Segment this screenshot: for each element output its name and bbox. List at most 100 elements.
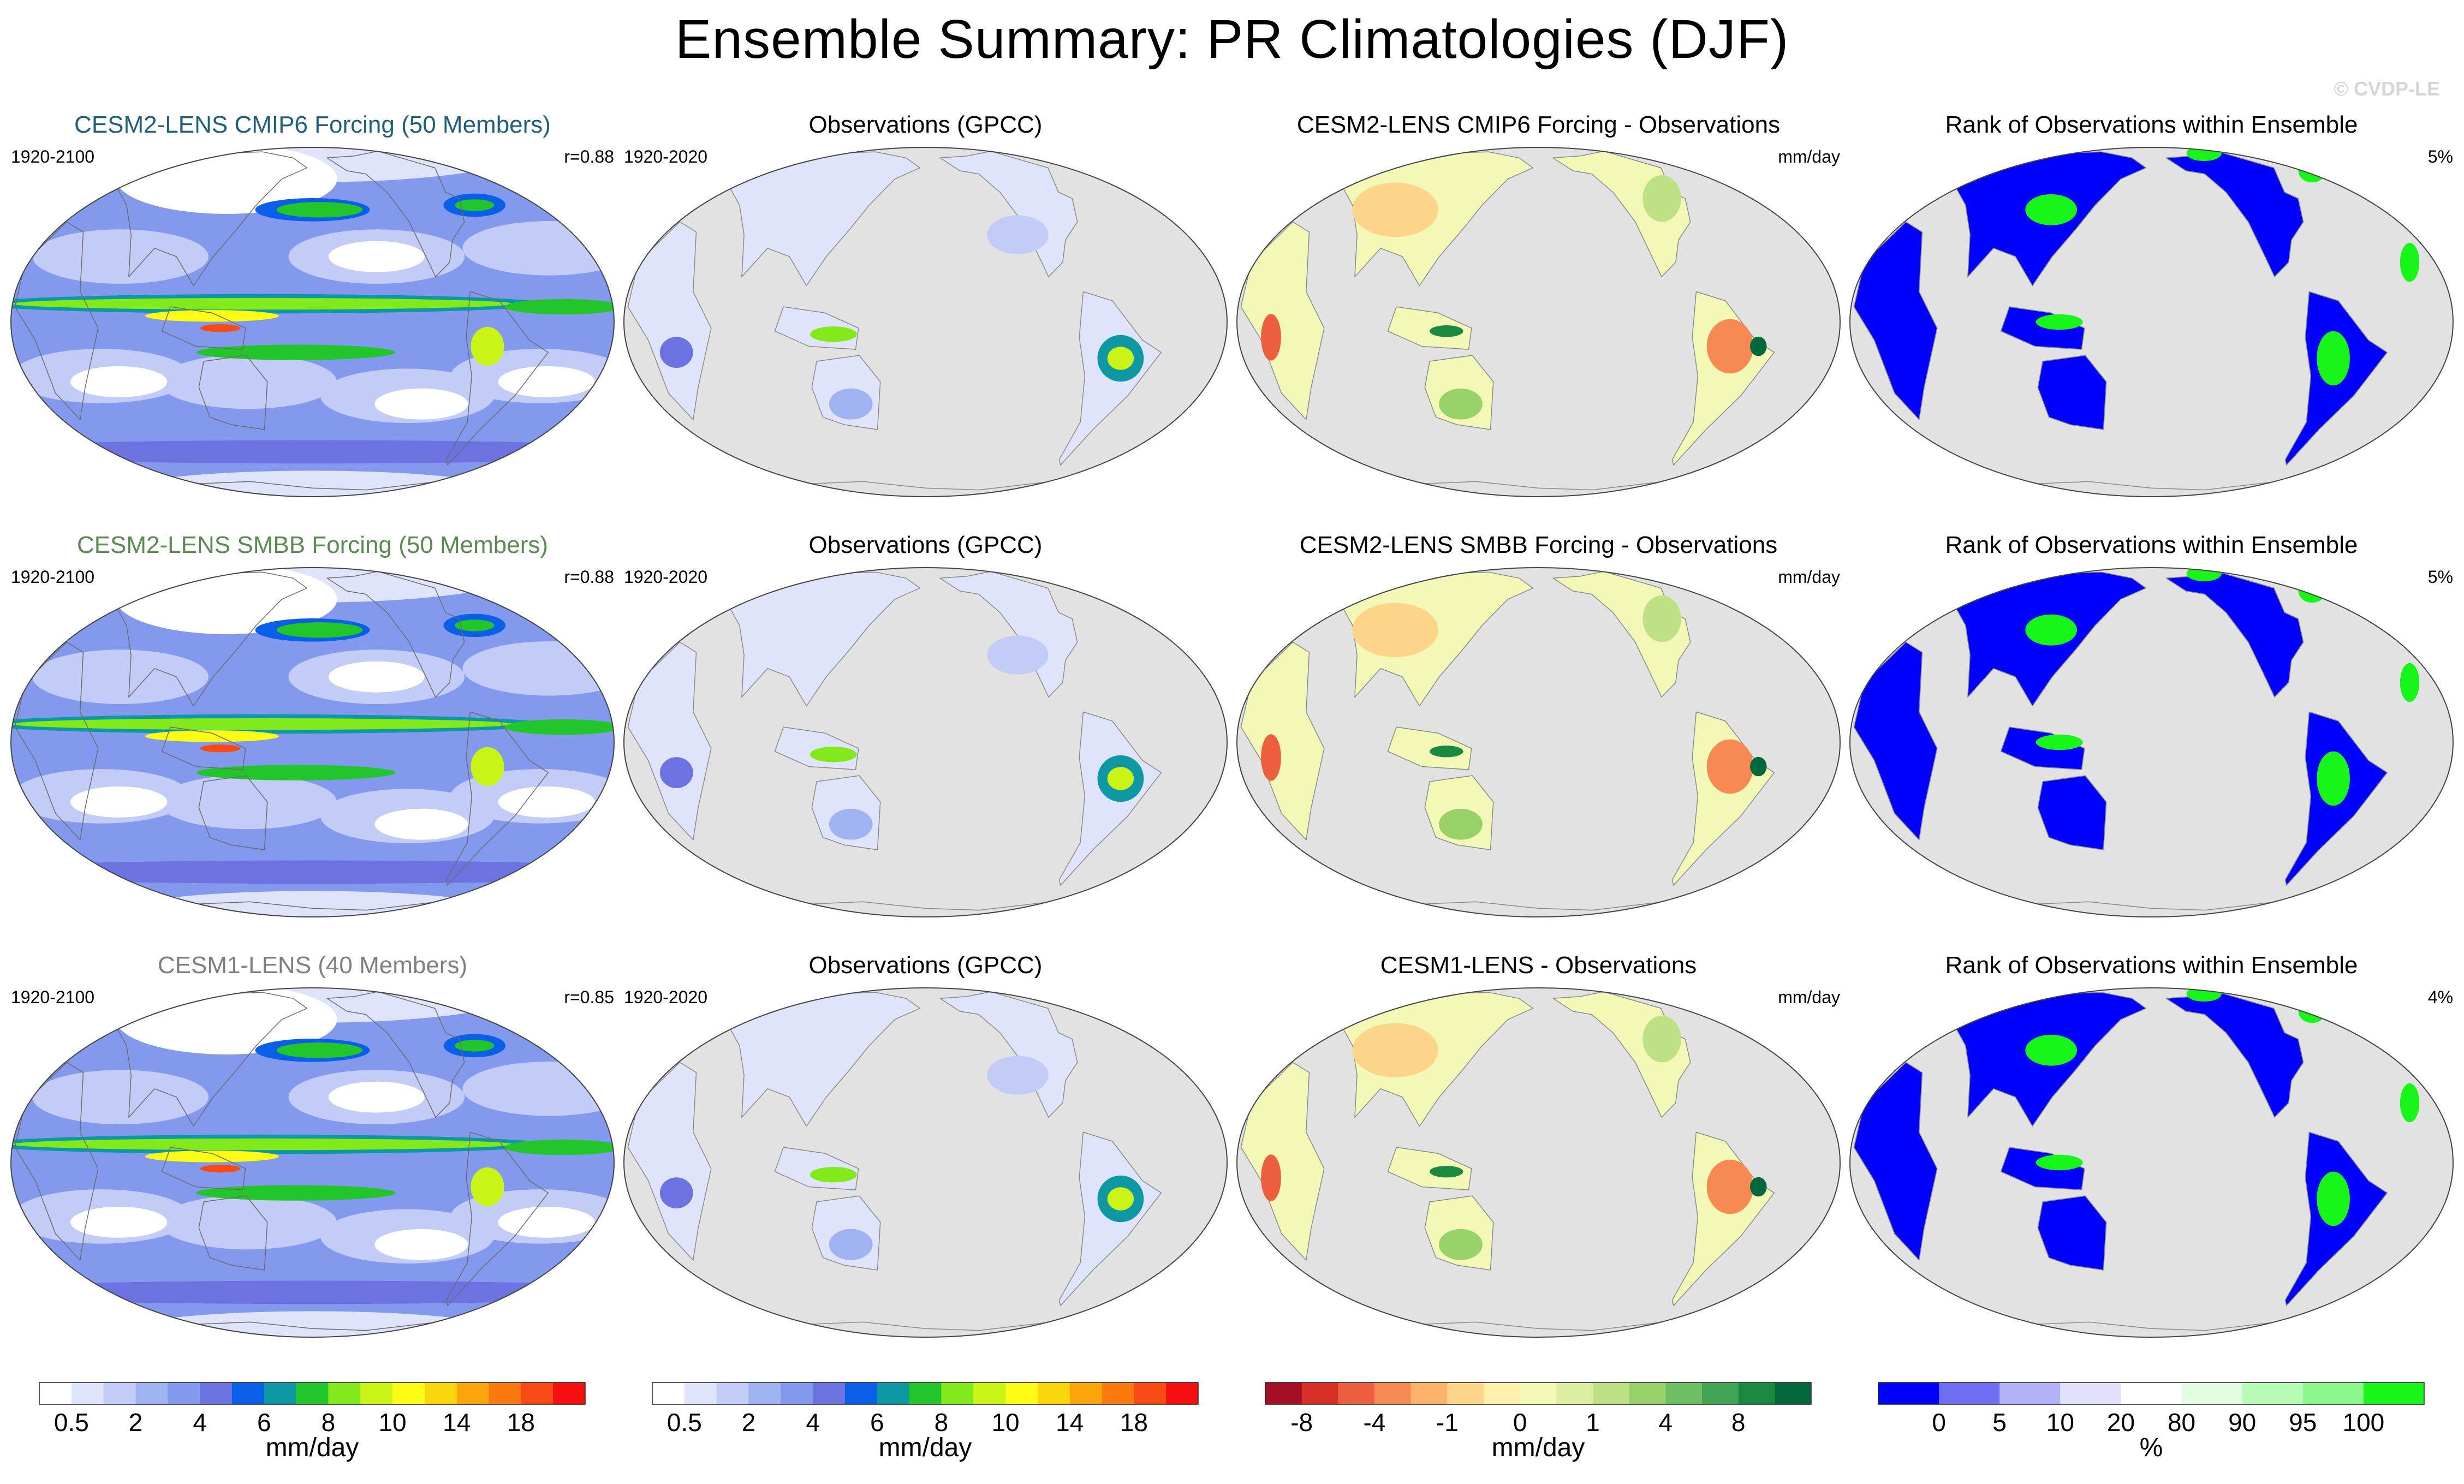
colorbar-swatch [553, 1382, 586, 1404]
map-panel-r1-c3 [1236, 147, 1841, 497]
colorbar-swatch [1005, 1382, 1038, 1404]
panel-period-label: 1920-2020 [624, 987, 708, 1007]
colorbar-tick-label: 80 [2167, 1408, 2196, 1437]
colorbar-swatch [1738, 1382, 1775, 1404]
colorbar-swatch [1775, 1382, 1812, 1404]
colorbar-swatch [71, 1382, 104, 1404]
land-indonesia [1387, 726, 1472, 770]
panel-stat-label: r=0.85 [564, 987, 614, 1007]
map-panel-r3-c2 [623, 987, 1228, 1338]
colorbar-swatch [1338, 1382, 1375, 1404]
map-panel-r1-c4 [1849, 147, 2454, 497]
land-indonesia [2000, 726, 2085, 770]
panel-stat-label: 5% [2427, 147, 2453, 166]
colorbar-tick-label: 2 [741, 1408, 756, 1437]
watermark: © CVDP-LE [2334, 78, 2440, 100]
land-australia [2037, 1195, 2107, 1271]
colorbar-swatch [748, 1382, 781, 1404]
colorbar-swatch [135, 1382, 168, 1404]
panel-title: Observations (GPCC) [808, 111, 1043, 138]
land-australia [198, 775, 268, 850]
map-outline [623, 987, 1228, 1338]
land-indonesia [161, 1147, 246, 1190]
map-panel-r2-c1 [10, 567, 615, 917]
land-australia [2037, 355, 2107, 430]
colorbar-unit-label: mm/day [878, 1433, 972, 1462]
colorbar-swatch [2060, 1382, 2121, 1404]
colorbar-tick-label: 0 [1932, 1408, 1946, 1437]
land-africa [627, 641, 712, 841]
colorbar-swatch [684, 1382, 717, 1404]
colorbar-swatch [489, 1382, 521, 1404]
panel-period-label: 1920-2100 [11, 987, 95, 1007]
colorbar-frame [1878, 1382, 2425, 1405]
land-namerica [326, 151, 465, 277]
colorbar-swatch [360, 1382, 393, 1404]
colorbar-swatch [103, 1382, 136, 1404]
colorbar-swatch [877, 1382, 910, 1404]
land-australia [198, 355, 268, 430]
colorbar-swatch [909, 1382, 942, 1404]
colorbar-diff [1265, 1382, 1812, 1405]
map-panel-r2-c3 [1236, 567, 1841, 917]
colorbar-tick-label: 6 [870, 1408, 884, 1437]
ocean-mask [624, 568, 1227, 917]
colorbar-tick-label: 0.5 [53, 1408, 89, 1437]
panel-title: CESM1-LENS - Observations [1380, 952, 1697, 979]
panel-title: CESM2-LENS SMBB Forcing (50 Members) [76, 532, 549, 558]
colorbar-tick-label: -4 [1363, 1408, 1386, 1437]
colorbar-swatch [1999, 1382, 2061, 1404]
colorbar-tick-label: 4 [806, 1408, 820, 1437]
panel-period-label: 1920-2100 [11, 147, 95, 166]
figure-title: Ensemble Summary: PR Climatologies (DJF) [675, 9, 1789, 70]
land-australia [198, 1195, 268, 1271]
land-indonesia [2000, 306, 2085, 350]
colorbar-swatch [1484, 1382, 1521, 1404]
panel-period-label: 1920-2100 [11, 567, 95, 587]
colorbar-swatch [456, 1382, 489, 1404]
ocean-mask [1850, 988, 2453, 1337]
land-samerica [445, 291, 549, 466]
panel-stat-label: r=0.88 [564, 567, 614, 587]
land-africa [627, 1062, 712, 1261]
colorbar-tick-label: 90 [2228, 1408, 2257, 1437]
map-outline [1236, 987, 1841, 1338]
ocean-mask [1850, 568, 2453, 917]
colorbar-swatch [392, 1382, 425, 1404]
colorbar-unit-label: mm/day [265, 1433, 359, 1462]
colorbar-swatch [941, 1382, 974, 1404]
panel-title: Rank of Observations within Ensemble [1945, 111, 2358, 138]
colorbar-swatch [2363, 1382, 2425, 1404]
ocean-mask [1237, 147, 1840, 497]
map-outline [1849, 147, 2454, 497]
colorbar-unit-label: % [2139, 1433, 2163, 1462]
panel-title: CESM1-LENS (40 Members) [157, 952, 468, 979]
land-namerica [326, 571, 465, 698]
colorbar-precip-1 [39, 1382, 586, 1405]
colorbar-swatch [2242, 1382, 2304, 1404]
land-africa [14, 221, 99, 420]
colorbar-frame [652, 1382, 1199, 1405]
colorbar-swatch [296, 1382, 329, 1404]
colorbar-swatch [1629, 1382, 1666, 1404]
panel-title: CESM2-LENS CMIP6 Forcing (50 Members) [74, 111, 551, 138]
colorbar-swatch [231, 1382, 265, 1404]
colorbar-swatch [1374, 1382, 1412, 1404]
colorbar-swatch [2181, 1382, 2243, 1404]
land-antarctica [142, 901, 483, 917]
colorbar-tick-label: 18 [507, 1408, 535, 1437]
colorbar-swatch [2121, 1382, 2182, 1404]
land-antarctica [142, 481, 483, 497]
land-africa [14, 641, 99, 841]
colorbar-swatch [781, 1382, 813, 1404]
colorbar-swatch [1447, 1382, 1484, 1404]
colorbar-tick-label: 10 [378, 1408, 407, 1437]
panel-stat-label: 5% [2427, 567, 2453, 587]
colorbar-tick-label: 10 [2046, 1408, 2074, 1437]
colorbar-swatch [1166, 1382, 1199, 1404]
colorbar-precip-2 [652, 1382, 1199, 1405]
colorbar-swatch [716, 1382, 749, 1404]
panel-title: Observations (GPCC) [808, 532, 1043, 558]
land-africa [1853, 221, 1938, 420]
colorbar-tick-label: 10 [991, 1408, 1020, 1437]
